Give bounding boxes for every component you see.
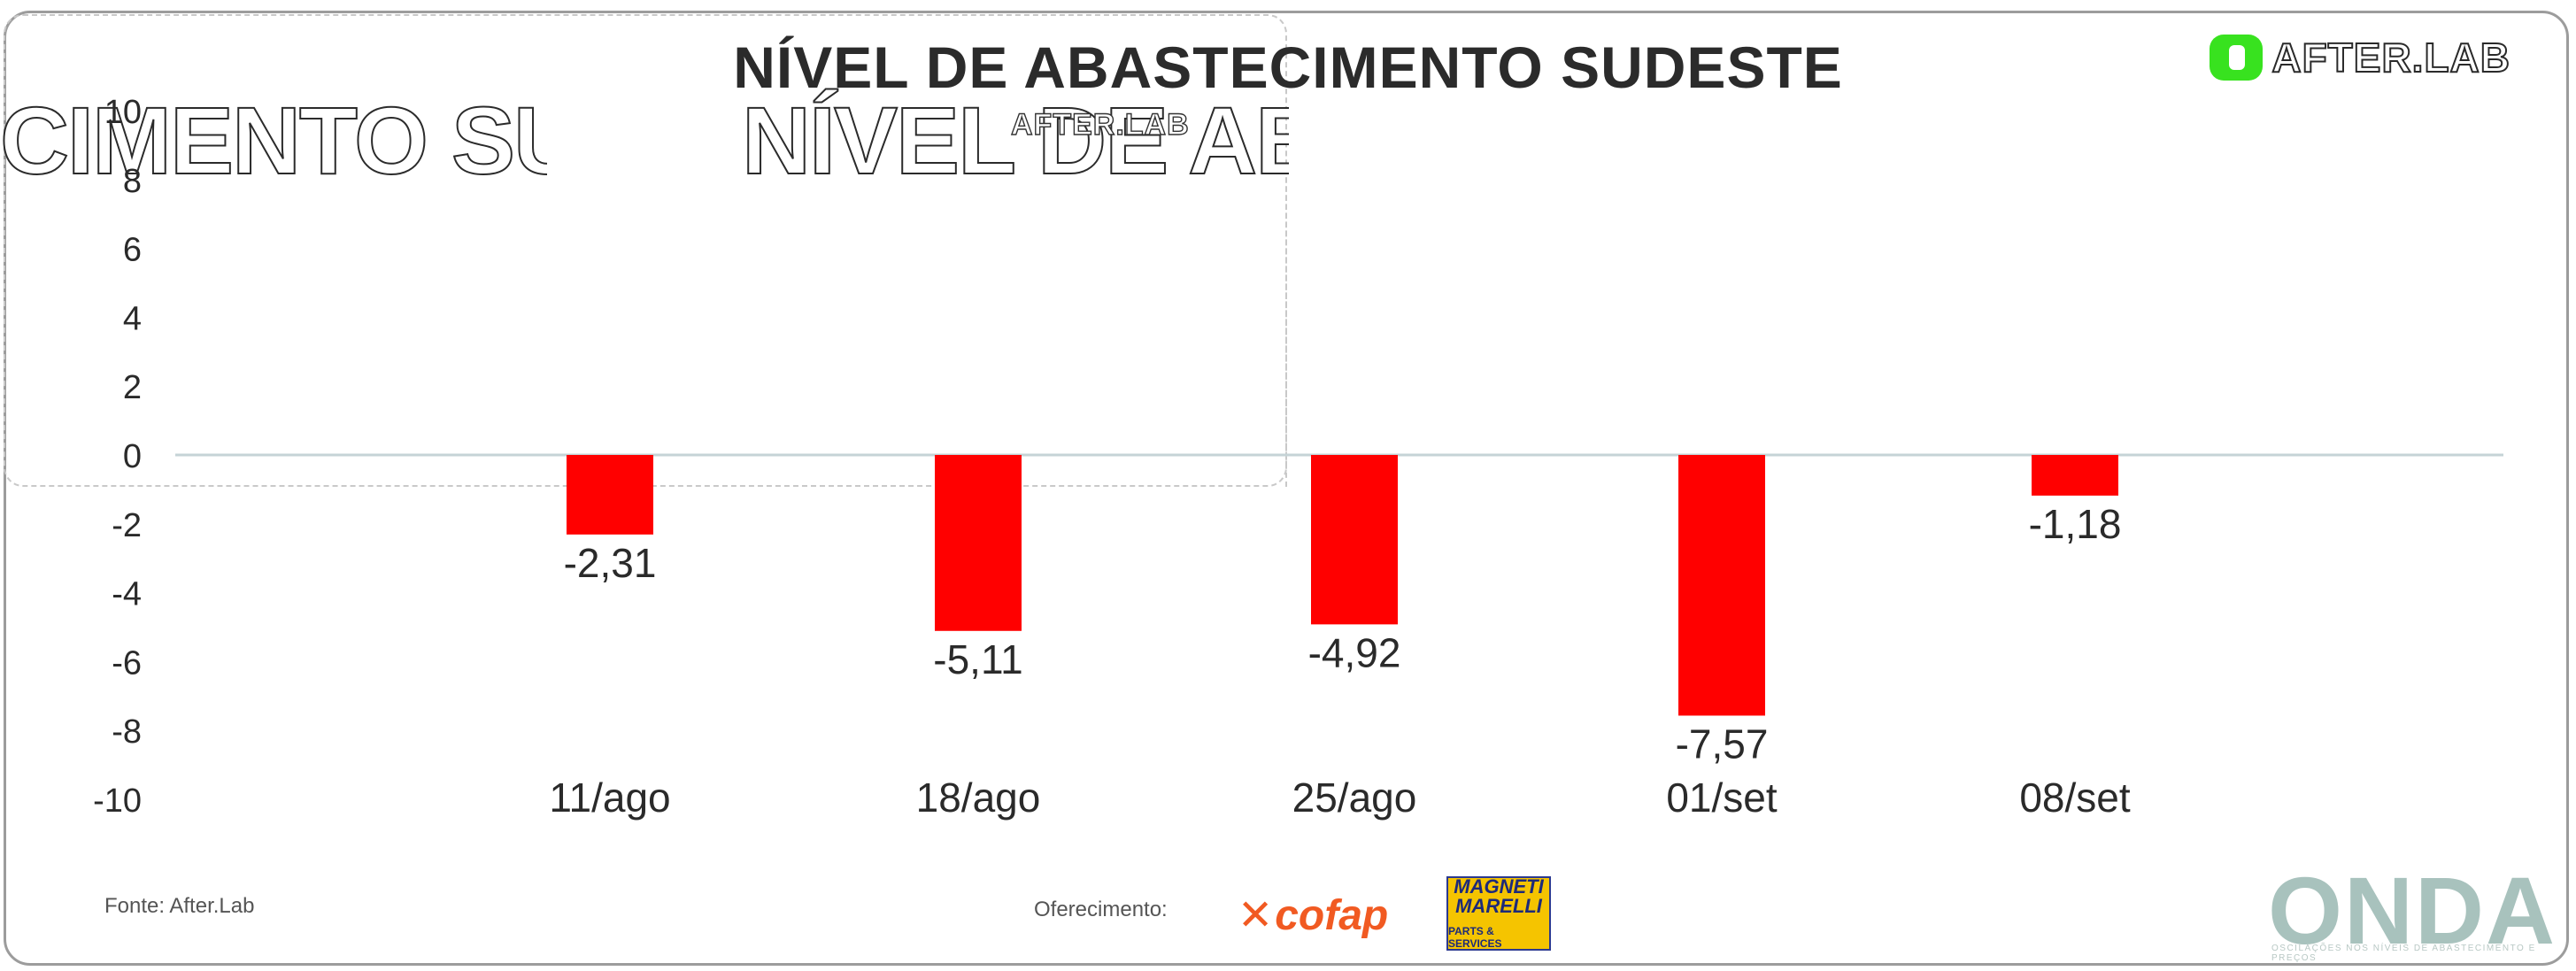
overlay-ghost-divider — [1285, 106, 1287, 487]
magneti-marelli-name: MAGNETI MARELLI — [1454, 875, 1544, 917]
bar — [567, 455, 653, 535]
afterlab-logo: AFTER.LAB — [2210, 34, 2510, 81]
y-tick-label: -10 — [93, 782, 142, 820]
y-tick-label: -8 — [112, 713, 142, 751]
x-tick-label: 25/ago — [1292, 774, 1417, 821]
y-tick-label: 6 — [123, 232, 142, 269]
magneti-marelli-logo: MAGNETI MARELLI PARTS & SERVICES — [1446, 876, 1551, 951]
chart-title: NÍVEL DE ABASTECIMENTO SUDESTE — [733, 35, 1843, 100]
x-tick-label: 18/ago — [916, 774, 1041, 821]
y-tick-label: 8 — [123, 163, 142, 200]
bar-value-label: -5,11 — [933, 636, 1022, 682]
overlay-ghost-title-left: CIMENTO SUDESTE — [0, 86, 547, 195]
cofap-mark-icon: ✕ — [1238, 892, 1274, 939]
overlay-ghost-title-right: NÍVEL DE ABASTEC — [742, 86, 1289, 195]
chart-frame — [4, 11, 2569, 966]
cofap-logo: ✕ cofap — [1238, 890, 1388, 940]
y-axis: -10 -8 -6 -4 -2 0 2 4 6 8 10 — [93, 94, 142, 820]
onda-tagline: OSCILAÇÕES NOS NÍVEIS DE ABASTECIMENTO E… — [2271, 944, 2536, 963]
source-note: Fonte: After.Lab — [104, 894, 255, 918]
magneti-marelli-subtitle: PARTS & SERVICES — [1448, 925, 1502, 950]
bar — [1678, 455, 1765, 716]
cofap-name: cofap — [1275, 891, 1389, 939]
sponsor-label: Oferecimento: — [1034, 898, 1168, 921]
x-tick-label: 01/set — [1666, 774, 1778, 821]
y-tick-label: 0 — [123, 438, 142, 475]
y-tick-label: -2 — [112, 507, 142, 544]
bar-value-label: -4,92 — [1308, 629, 1401, 675]
y-tick-label: -6 — [112, 644, 142, 682]
onda-logo: ONDA — [2268, 857, 2557, 964]
y-tick-label: 10 — [104, 94, 142, 131]
x-tick-label: 11/ago — [549, 774, 670, 821]
y-tick-label: 2 — [123, 369, 142, 406]
y-tick-label: -4 — [112, 576, 142, 613]
afterlab-name: AFTER.LAB — [2271, 34, 2510, 81]
afterlab-mark-icon — [2210, 35, 2264, 81]
bar — [1311, 455, 1398, 625]
bars: -2,31 -5,11 -4,92 -7,57 -1,18 — [564, 455, 2122, 767]
y-tick-label: 4 — [123, 300, 142, 337]
bar-value-label: -7,57 — [1676, 721, 1769, 767]
bar — [935, 455, 1022, 631]
bar-value-label: -1,18 — [2029, 501, 2122, 547]
bar-value-label: -2,31 — [564, 540, 657, 586]
overlay-ghost-brand: AFTER.LAB — [1010, 107, 1190, 142]
x-axis: 11/ago 18/ago 25/ago 01/set 08/set — [549, 774, 2131, 821]
x-tick-label: 08/set — [2019, 774, 2131, 821]
bar — [2032, 455, 2118, 496]
